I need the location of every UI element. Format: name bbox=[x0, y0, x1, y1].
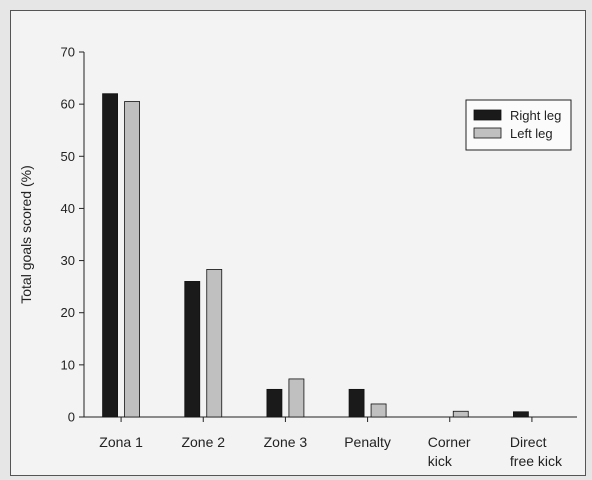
legend-label: Left leg bbox=[510, 126, 553, 141]
legend-swatch bbox=[473, 109, 502, 121]
legend-label: Right leg bbox=[510, 108, 561, 123]
y-tick-label: 0 bbox=[68, 410, 75, 425]
bar-left-leg bbox=[206, 269, 223, 418]
y-tick-label: 70 bbox=[61, 45, 75, 60]
x-category-label: free kick bbox=[510, 453, 563, 469]
x-category-label: kick bbox=[428, 453, 453, 469]
y-axis-title: Total goals scored (%) bbox=[18, 165, 34, 304]
chart-frame: 0 10 20 30 40 50 60 70 Total goals scored (%) Zon… bbox=[10, 10, 586, 476]
chart-bars bbox=[102, 93, 529, 418]
x-category-label: Penalty bbox=[344, 434, 391, 450]
x-category-label: Direct bbox=[510, 434, 547, 450]
bar-right-leg bbox=[513, 411, 529, 418]
bar-left-leg bbox=[452, 410, 469, 418]
bar-left-leg bbox=[124, 101, 140, 418]
chart-labels: 0 10 20 30 40 50 60 70 Total goals scored (%) Zon… bbox=[18, 45, 563, 470]
chart-legend: Right leg Left leg bbox=[465, 99, 572, 151]
x-category-label: Zone 2 bbox=[181, 434, 225, 450]
x-category-label: Zona 1 bbox=[99, 434, 143, 450]
x-category-label: Zone 3 bbox=[264, 434, 308, 450]
legend-swatch bbox=[473, 127, 502, 139]
bar-chart: 0 10 20 30 40 50 60 70 Total goals scored (%) Zon… bbox=[18, 45, 577, 470]
y-tick-label: 50 bbox=[61, 149, 75, 164]
y-tick-label: 20 bbox=[61, 305, 75, 320]
bar-right-leg bbox=[266, 388, 283, 418]
bar-right-leg bbox=[102, 93, 118, 418]
chart-axes bbox=[79, 51, 577, 422]
y-tick-label: 40 bbox=[61, 201, 75, 216]
y-tick-label: 60 bbox=[61, 97, 75, 112]
x-category-label: Corner bbox=[428, 434, 471, 450]
y-tick-label: 10 bbox=[61, 357, 75, 372]
bar-right-leg bbox=[184, 281, 201, 418]
bar-left-leg bbox=[288, 378, 305, 418]
bar-left-leg bbox=[370, 403, 387, 418]
legend-box bbox=[465, 99, 572, 151]
y-tick-label: 30 bbox=[61, 253, 75, 268]
bar-right-leg bbox=[348, 388, 365, 418]
